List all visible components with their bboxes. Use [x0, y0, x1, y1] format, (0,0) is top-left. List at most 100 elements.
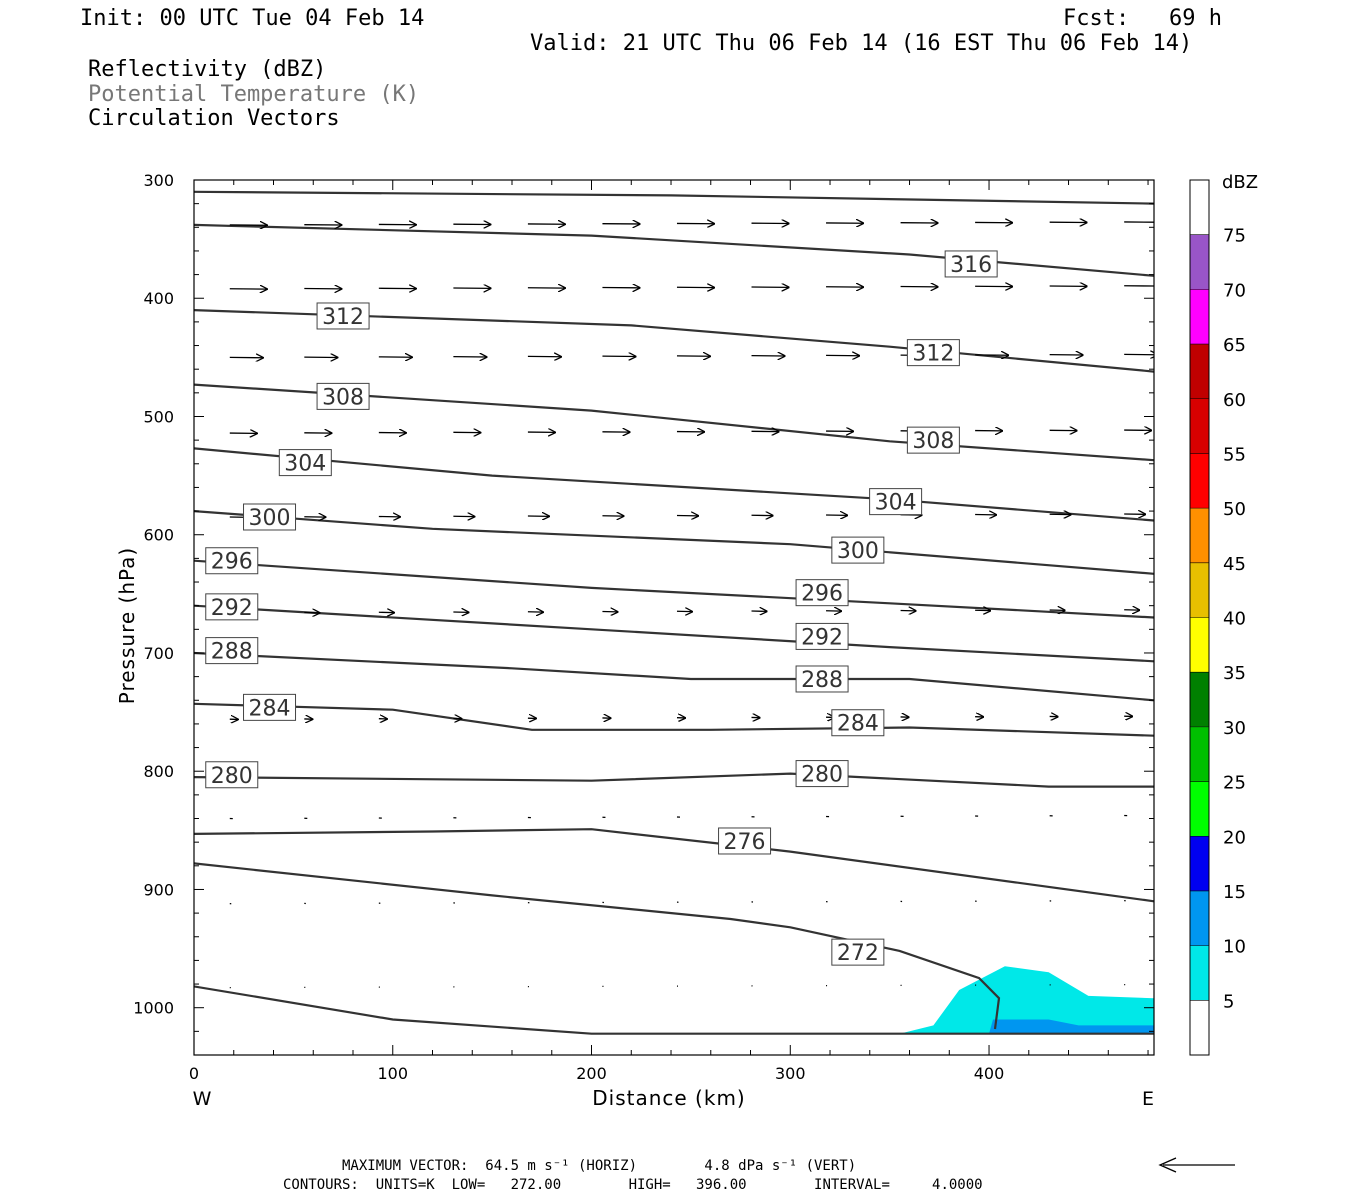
contour-label: 312: [322, 305, 364, 330]
colorbar-swatch: [1190, 672, 1209, 727]
x-end-label-west: W: [193, 1088, 212, 1110]
contour-label: 304: [875, 491, 917, 516]
contour-label-box: [205, 593, 259, 621]
reference-vector-head: [1158, 1157, 1177, 1173]
colorbar-swatch: [1190, 890, 1209, 946]
contour-label: 288: [801, 668, 843, 693]
theta-contour-304: [194, 447, 1154, 522]
contour-label: 288: [211, 640, 253, 665]
colorbar-swatch: [1190, 398, 1209, 454]
contour-label: 280: [211, 764, 253, 789]
colorbar-swatch: [1190, 453, 1209, 509]
colorbar-tick-label: 75: [1223, 226, 1246, 247]
contour-label: 304: [284, 452, 326, 477]
colorbar-tick-label: 30: [1223, 718, 1246, 739]
colorbar-tick-label: 60: [1223, 390, 1246, 411]
contour-label: 312: [912, 342, 954, 367]
contour-info: CONTOURS: UNITS=K LOW= 272.00 HIGH= 396.…: [283, 1177, 983, 1193]
field-theta-label: Potential Temperature (K): [88, 82, 420, 107]
contour-label: 308: [322, 385, 364, 410]
theta-contour-320: [194, 190, 1154, 205]
plot-frame: [193, 179, 1155, 1056]
colorbar-tick-label: 10: [1223, 937, 1246, 958]
x-tick-label: 0: [189, 1064, 199, 1083]
colorbar-tick-label: 25: [1223, 773, 1246, 794]
colorbar-tick-label: 15: [1223, 882, 1246, 903]
theta-contour-316: [194, 223, 1154, 277]
contour-label-box: [205, 637, 259, 665]
init-time: Init: 00 UTC Tue 04 Feb 14: [80, 6, 425, 31]
theta-contour-280: [194, 772, 1154, 788]
reflectivity-area-10dbz: [989, 1019, 1154, 1034]
x-tick-label: 100: [377, 1064, 408, 1083]
contour-label-box: [795, 760, 849, 788]
reflectivity-area-5dbz: [899, 966, 1154, 1034]
colorbar-tick-label: 45: [1223, 554, 1246, 575]
colorbar-swatch: [1190, 508, 1209, 563]
colorbar-swatch: [1190, 344, 1209, 399]
colorbar-swatch: [1190, 234, 1209, 290]
contour-label-box: [278, 449, 332, 477]
colorbar-tick-label: 20: [1223, 827, 1246, 848]
field-vectors-label: Circulation Vectors: [88, 106, 340, 131]
theta-contour-296: [194, 559, 1154, 619]
theta-contour-284: [194, 702, 1154, 737]
y-tick-label: 500: [143, 407, 174, 426]
contour-label-box: [831, 536, 885, 564]
theta-contour-276: [194, 828, 1154, 903]
contour-label: 296: [211, 550, 253, 575]
contour-label-box: [869, 488, 923, 516]
contour-label: 284: [249, 696, 291, 721]
contour-label: 296: [801, 582, 843, 607]
max-vector-note: MAXIMUM VECTOR: 64.5 m s⁻¹ (HORIZ) 4.8 d…: [342, 1158, 857, 1174]
colorbar-swatch: [1190, 836, 1209, 891]
colorbar-tick-label: 40: [1223, 609, 1246, 630]
contour-label: 292: [211, 596, 253, 621]
colorbar-tick-label: 5: [1223, 991, 1234, 1012]
y-tick-label: 300: [143, 171, 174, 190]
colorbar-swatch: [1190, 617, 1209, 673]
contour-label-box: [205, 547, 259, 575]
contour-label-box: [795, 622, 849, 650]
colorbar-swatch: [1190, 726, 1209, 782]
contour-label: 280: [801, 763, 843, 788]
y-tick-label: 800: [143, 762, 174, 781]
contour-label-box: [205, 761, 259, 789]
contour-label: 272: [837, 941, 879, 966]
contour-label-box: [795, 579, 849, 607]
forecast-hour: Fcst: 69 h: [1063, 6, 1222, 31]
contour-label-box: [316, 382, 370, 410]
contour-label-box: [316, 302, 370, 330]
valid-time: Valid: 21 UTC Thu 06 Feb 14 (16 EST Thu …: [530, 31, 1193, 56]
theta-contour-288: [194, 651, 1154, 702]
colorbar-tick-label: 70: [1223, 280, 1246, 301]
field-reflectivity-label: Reflectivity (dBZ): [88, 57, 327, 82]
x-axis-title: Distance (km): [592, 1086, 745, 1110]
contour-label-box: [243, 503, 297, 531]
colorbar-swatch: [1190, 781, 1209, 837]
plot-area: 316 312 312 308 308 304 304 300 300 296 296 292 292 2…: [194, 190, 1154, 1035]
x-tick-label: 300: [775, 1064, 806, 1083]
colorbar-swatch: [1190, 562, 1209, 618]
contour-label: 276: [724, 830, 766, 855]
y-tick-label: 400: [143, 289, 174, 308]
colorbar-unit-label: dBZ: [1222, 172, 1258, 193]
contour-label-box: [831, 709, 885, 737]
theta-contour-268: [194, 985, 1154, 1035]
colorbar-swatch: [1190, 180, 1209, 235]
theta-contour-312: [194, 309, 1154, 373]
colorbar-tick-label: 65: [1223, 335, 1246, 356]
contour-label-box: [795, 665, 849, 693]
contour-label: 300: [249, 506, 291, 531]
theta-contour-308: [194, 383, 1154, 462]
colorbar-tick-label: 35: [1223, 663, 1246, 684]
contour-label-box: [831, 938, 885, 966]
colorbar-tick-label: 50: [1223, 499, 1246, 520]
contour-label: 300: [837, 539, 879, 564]
x-tick-label: 400: [974, 1064, 1005, 1083]
y-tick-label: 1000: [133, 999, 174, 1018]
y-tick-label: 600: [143, 526, 174, 545]
x-end-label-east: E: [1142, 1088, 1154, 1110]
theta-contour-300: [194, 510, 1154, 575]
